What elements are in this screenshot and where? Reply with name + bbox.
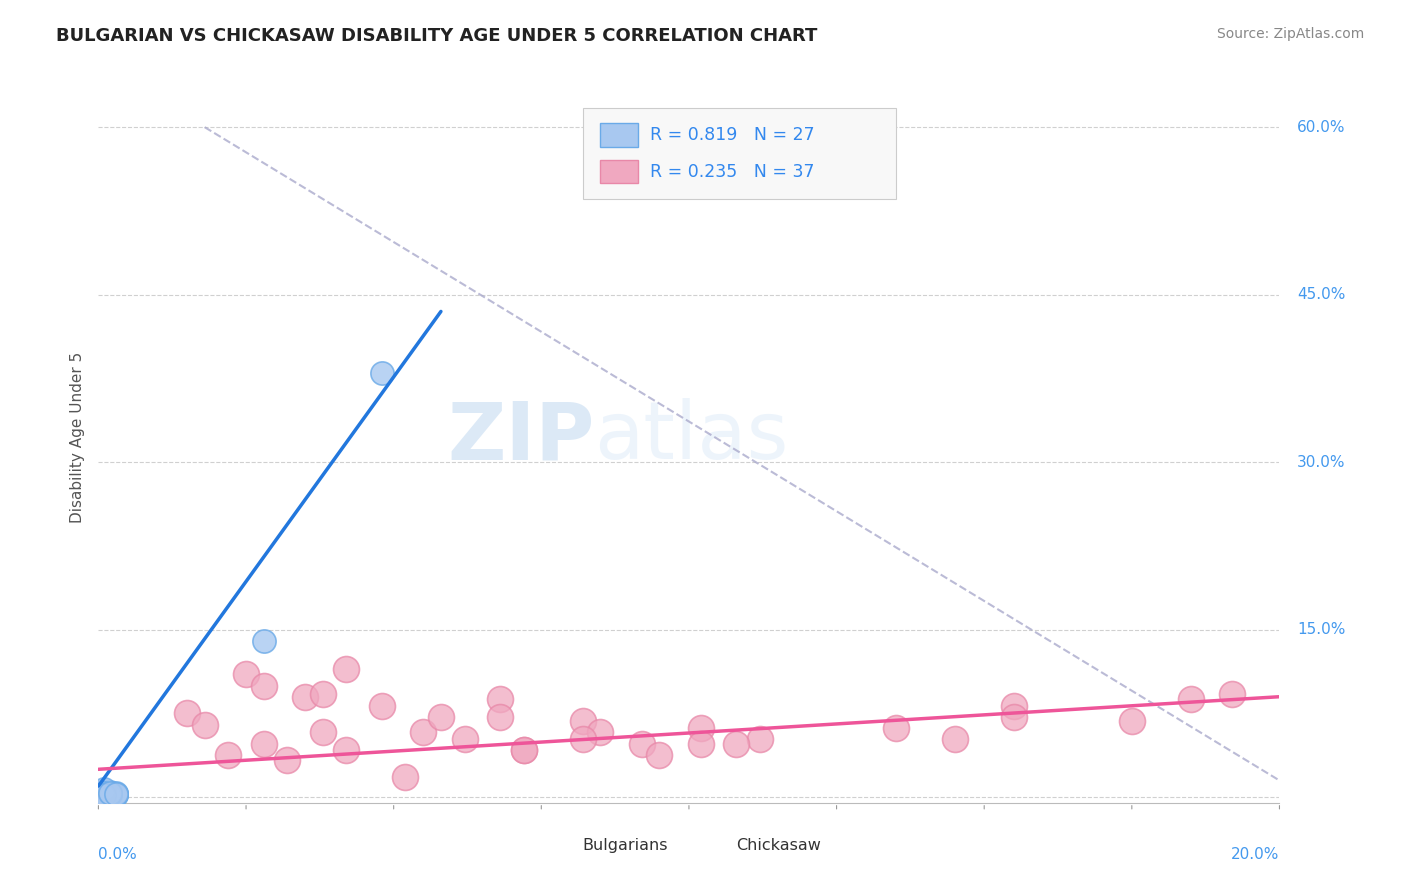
Point xyxy=(1220,688,1243,702)
Point xyxy=(1180,692,1202,706)
Point xyxy=(1002,710,1025,724)
Bar xyxy=(600,160,638,183)
Text: 60.0%: 60.0% xyxy=(1298,120,1346,135)
Point xyxy=(98,787,121,801)
Point xyxy=(689,737,711,751)
Point xyxy=(93,788,115,802)
Text: Bulgarians: Bulgarians xyxy=(582,838,668,853)
Point xyxy=(589,725,612,739)
Point xyxy=(93,784,115,798)
Text: Source: ZipAtlas.com: Source: ZipAtlas.com xyxy=(1216,27,1364,41)
Point xyxy=(312,688,335,702)
Point xyxy=(748,732,770,747)
Bar xyxy=(547,838,574,854)
Point xyxy=(489,710,512,724)
Point xyxy=(371,366,394,380)
Text: 45.0%: 45.0% xyxy=(1298,287,1346,302)
Text: ZIP: ZIP xyxy=(447,398,595,476)
Y-axis label: Disability Age Under 5: Disability Age Under 5 xyxy=(69,351,84,523)
Point xyxy=(98,788,121,802)
Point xyxy=(412,725,434,739)
Text: 20.0%: 20.0% xyxy=(1232,847,1279,863)
Bar xyxy=(600,123,638,146)
Point xyxy=(689,721,711,735)
Text: R = 0.235   N = 37: R = 0.235 N = 37 xyxy=(650,162,814,180)
Point xyxy=(98,789,121,803)
Point xyxy=(512,743,534,757)
Point xyxy=(394,770,416,784)
Point xyxy=(253,679,276,693)
Point xyxy=(943,732,966,747)
Point xyxy=(105,787,128,801)
Point xyxy=(725,737,748,751)
Point xyxy=(253,633,276,648)
Point xyxy=(98,786,121,800)
Point xyxy=(489,692,512,706)
Point xyxy=(93,789,115,803)
Point xyxy=(93,786,115,800)
Text: BULGARIAN VS CHICKASAW DISABILITY AGE UNDER 5 CORRELATION CHART: BULGARIAN VS CHICKASAW DISABILITY AGE UN… xyxy=(56,27,818,45)
Point xyxy=(98,784,121,798)
Point xyxy=(312,725,335,739)
Point xyxy=(93,782,115,797)
Point xyxy=(98,787,121,801)
Point xyxy=(335,662,357,676)
Point xyxy=(105,787,128,801)
Point xyxy=(571,732,593,747)
Text: R = 0.819   N = 27: R = 0.819 N = 27 xyxy=(650,126,814,144)
Text: 15.0%: 15.0% xyxy=(1298,623,1346,637)
Point xyxy=(453,732,475,747)
FancyBboxPatch shape xyxy=(582,108,896,200)
Point xyxy=(294,690,316,704)
Point xyxy=(93,786,115,800)
Point xyxy=(430,710,453,724)
Point xyxy=(1121,714,1143,729)
Point xyxy=(105,786,128,800)
Point xyxy=(98,789,121,803)
Point xyxy=(93,783,115,797)
Point xyxy=(571,714,593,729)
Point xyxy=(105,788,128,802)
Point xyxy=(276,753,298,767)
Text: 30.0%: 30.0% xyxy=(1298,455,1346,470)
Point xyxy=(176,706,198,721)
Point xyxy=(512,743,534,757)
Point xyxy=(648,747,671,762)
Point xyxy=(98,787,121,801)
Point xyxy=(93,787,115,801)
Bar xyxy=(700,838,727,854)
Point xyxy=(630,737,652,751)
Point xyxy=(98,786,121,800)
Point xyxy=(93,788,115,802)
Point xyxy=(93,788,115,802)
Point xyxy=(194,717,217,731)
Point xyxy=(98,788,121,802)
Text: atlas: atlas xyxy=(595,398,789,476)
Point xyxy=(371,698,394,713)
Point xyxy=(335,743,357,757)
Text: 0.0%: 0.0% xyxy=(98,847,138,863)
Point xyxy=(235,667,257,681)
Point xyxy=(253,737,276,751)
Point xyxy=(217,747,239,762)
Point xyxy=(105,787,128,801)
Text: Chickasaw: Chickasaw xyxy=(737,838,821,853)
Point xyxy=(884,721,907,735)
Point xyxy=(1002,698,1025,713)
